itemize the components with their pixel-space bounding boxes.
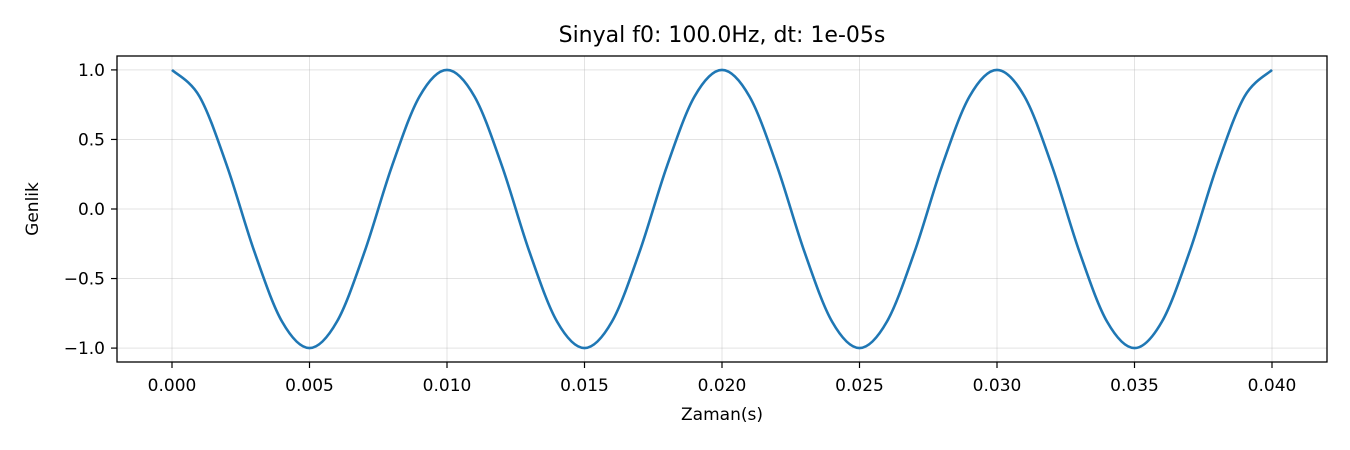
x-tick-label: 0.000 bbox=[148, 376, 197, 396]
x-tick-label: 0.040 bbox=[1248, 376, 1297, 396]
x-axis-ticks: 0.000 0.005 0.010 0.015 0.020 0.025 0.030 0.035… bbox=[148, 362, 1297, 396]
y-axis-ticks: −1.0 −0.5 0.0 0.5 1.0 bbox=[64, 61, 117, 359]
y-tick-label: 1.0 bbox=[78, 61, 105, 81]
x-tick-label: 0.010 bbox=[423, 376, 472, 396]
y-axis-label: Genlik bbox=[23, 182, 43, 236]
series-line bbox=[171, 68, 1273, 350]
y-tick-label: −0.5 bbox=[64, 270, 105, 290]
x-axis-label: Zaman(s) bbox=[681, 405, 763, 425]
y-tick-label: 0.5 bbox=[78, 130, 105, 150]
x-tick-label: 0.005 bbox=[285, 376, 334, 396]
x-tick-label: 0.035 bbox=[1110, 376, 1159, 396]
y-tick-label: −1.0 bbox=[64, 339, 105, 359]
y-tick-label: 0.0 bbox=[78, 200, 105, 220]
x-tick-label: 0.030 bbox=[973, 376, 1022, 396]
series-layer bbox=[171, 68, 1273, 350]
x-tick-label: 0.015 bbox=[560, 376, 609, 396]
x-tick-label: 0.025 bbox=[835, 376, 884, 396]
x-tick-label: 0.020 bbox=[698, 376, 747, 396]
chart-title: Sinyal f0: 100.0Hz, dt: 1e-05s bbox=[559, 23, 886, 48]
